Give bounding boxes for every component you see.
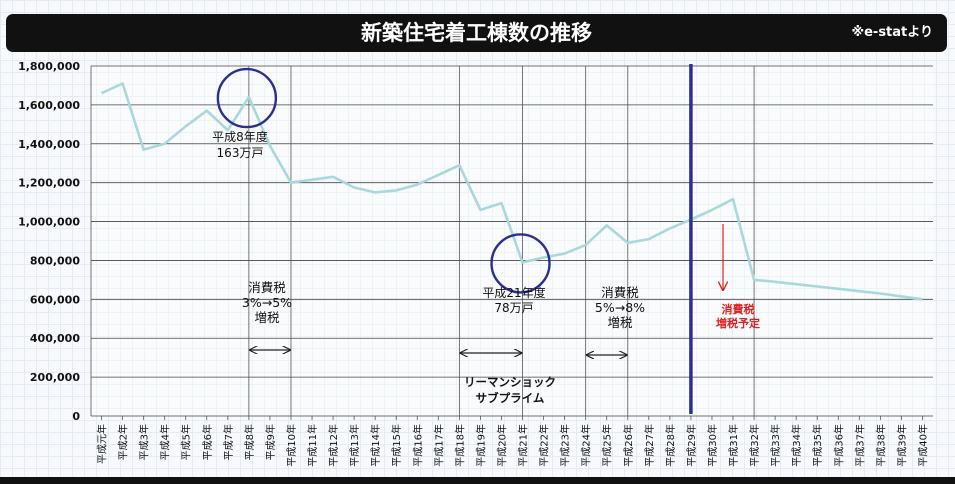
x-tick-label: 平成2年: [117, 424, 130, 460]
annotation-tax-1997: 3%→5%: [242, 295, 292, 310]
x-tick-label: 平成30年: [706, 424, 719, 467]
annotation-lehman: リーマンショック: [464, 375, 556, 389]
x-tick-label: 平成33年: [769, 424, 782, 467]
x-tick-label: 平成40年: [916, 424, 929, 467]
title-bar: 新築住宅着工棟数の推移 ※e-statより: [6, 14, 947, 52]
annotation-h8-peak: 平成8年度: [212, 129, 268, 144]
annotation-tax-2014: 増税: [607, 315, 633, 330]
source-note: ※e-statより: [851, 25, 933, 40]
y-tick-label: 1,400,000: [18, 138, 80, 151]
y-tick-label: 1,600,000: [18, 99, 80, 112]
y-tick-label: 1,000,000: [18, 216, 80, 229]
y-tick-label: 1,200,000: [18, 177, 80, 190]
series-line: [100, 82, 923, 301]
x-tick-label: 平成26年: [622, 424, 635, 467]
annotation-tax-forecast: 増税予定: [716, 316, 760, 330]
x-tick-label: 平成19年: [474, 424, 487, 467]
y-tick-label: 1,800,000: [18, 60, 80, 73]
x-tick-label: 平成14年: [369, 424, 382, 467]
annotation-tax-2014: 消費税: [601, 285, 639, 300]
x-tick-label: 平成元年: [96, 424, 109, 464]
x-tick-label: 平成35年: [811, 424, 824, 467]
x-tick-label: 平成34年: [790, 424, 803, 467]
x-tick-label: 平成9年: [264, 424, 277, 460]
x-tick-label: 平成31年: [727, 424, 740, 467]
x-tick-label: 平成22年: [538, 424, 551, 467]
x-tick-label: 平成7年: [222, 424, 235, 460]
y-tick-label: 800,000: [30, 254, 80, 267]
x-tick-label: 平成10年: [285, 424, 298, 467]
x-tick-label: 平成3年: [138, 424, 151, 460]
y-tick-label: 600,000: [30, 293, 80, 306]
x-tick-label: 平成24年: [580, 424, 593, 467]
x-tick-label: 平成25年: [601, 424, 614, 467]
x-tick-label: 平成12年: [327, 424, 340, 467]
y-tick-label: 200,000: [30, 371, 80, 384]
x-tick-label: 平成13年: [348, 424, 361, 467]
x-tick-label: 平成21年: [517, 424, 530, 467]
x-tick-label: 平成18年: [453, 424, 466, 467]
annotation-h21-low: 平成21年度: [482, 285, 545, 300]
annotation-tax-2014: 5%→8%: [595, 300, 645, 315]
annotation-h8-peak: 163万戸: [217, 146, 264, 160]
x-tick-label: 平成38年: [874, 424, 887, 467]
highlight-circle: [216, 67, 278, 129]
x-tick-label: 平成16年: [411, 424, 424, 467]
annotation-tax-1997: 増税: [254, 310, 280, 325]
y-tick-label: 400,000: [30, 332, 80, 345]
chart-title: 新築住宅着工棟数の推移: [361, 21, 592, 45]
x-tick-label: 平成27年: [643, 424, 656, 467]
x-tick-label: 平成5年: [180, 424, 193, 460]
annotation-h21-low: 78万戸: [494, 301, 533, 315]
x-tick-label: 平成6年: [201, 424, 214, 460]
x-tick-label: 平成37年: [853, 424, 866, 467]
x-tick-label: 平成20年: [495, 424, 508, 467]
annotation-lehman: サブプライム: [476, 391, 545, 405]
x-tick-label: 平成17年: [432, 424, 445, 467]
x-tick-label: 平成32年: [748, 424, 761, 467]
x-tick-label: 平成29年: [685, 424, 698, 467]
x-tick-label: 平成4年: [159, 424, 172, 460]
annotation-tax-1997: 消費税: [248, 280, 286, 295]
plot-area: [91, 66, 933, 416]
x-tick-label: 平成36年: [832, 424, 845, 467]
highlight-circle: [490, 233, 551, 294]
bottom-border: [0, 477, 955, 484]
x-tick-label: 平成8年: [243, 424, 256, 460]
annotation-tax-forecast: 消費税: [722, 302, 755, 316]
x-tick-label: 平成28年: [664, 424, 677, 467]
x-tick-label: 平成23年: [559, 424, 572, 467]
y-tick-label: 0: [72, 410, 80, 423]
x-tick-label: 平成15年: [390, 424, 403, 467]
x-tick-label: 平成11年: [306, 424, 319, 467]
x-tick-label: 平成39年: [895, 424, 908, 467]
